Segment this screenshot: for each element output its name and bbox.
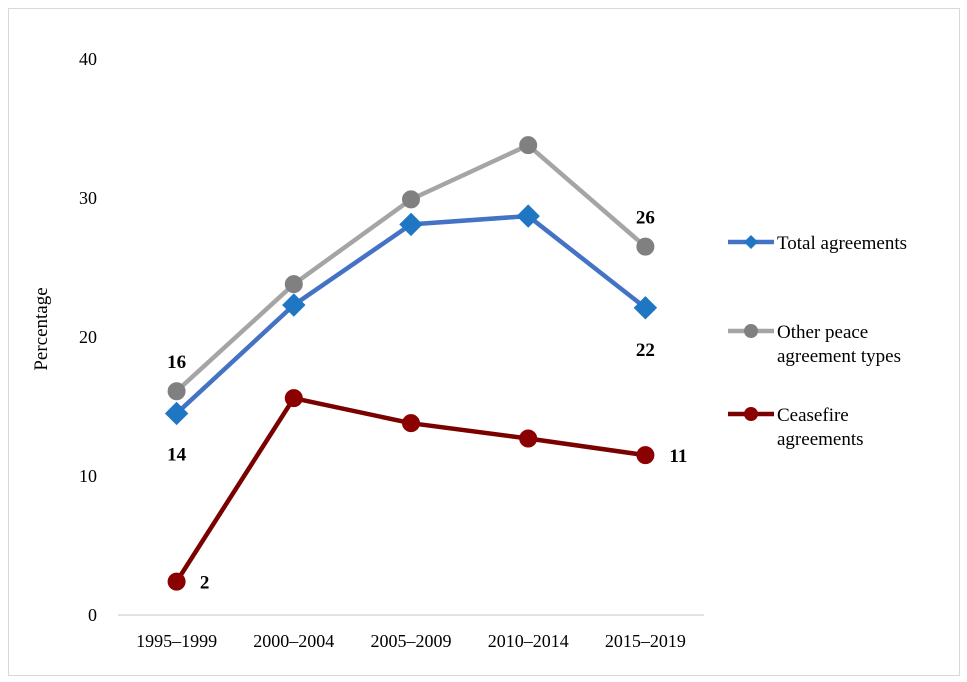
data-point-circle <box>636 237 655 256</box>
legend-label: Other peace <box>777 322 868 343</box>
data-point-diamond <box>633 296 658 320</box>
data-label: 11 <box>669 446 687 467</box>
legend: Total agreements Other peace agreement typ… <box>728 233 907 450</box>
y-tick-label: 10 <box>79 466 97 486</box>
data-label: 2 <box>200 573 210 594</box>
chart-frame: Percentage 0 10 20 30 40 1995–1999 2000–2004 2… <box>8 8 960 676</box>
series-markers <box>164 136 658 591</box>
data-point-diamond <box>399 212 423 237</box>
data-point-circle <box>402 190 420 209</box>
legend-label: agreements <box>777 429 864 450</box>
line-chart: Percentage 0 10 20 30 40 1995–1999 2000–2004 2… <box>31 49 907 651</box>
data-point-circle <box>519 136 538 155</box>
legend-marker-diamond <box>744 235 758 249</box>
series-line <box>174 213 648 416</box>
x-tick-labels: 1995–1999 2000–2004 2005–2009 2010–2014 2015… <box>136 631 686 651</box>
data-point-circle <box>636 446 655 465</box>
data-point-circle <box>167 382 186 401</box>
y-tick-label: 30 <box>79 188 97 208</box>
legend-label: Total agreements <box>777 233 907 254</box>
x-tick-label: 2010–2014 <box>488 631 569 651</box>
data-label: 14 <box>167 444 187 465</box>
data-point-circle <box>167 572 186 591</box>
data-point-diamond <box>516 204 540 228</box>
data-label: 22 <box>636 340 655 361</box>
y-tick-label: 0 <box>88 605 97 625</box>
x-tick-label: 1995–1999 <box>136 631 217 651</box>
x-tick-label: 2000–2004 <box>253 631 334 651</box>
data-point-diamond <box>164 401 189 426</box>
y-axis-label: Percentage <box>31 287 52 370</box>
data-point-circle <box>284 389 303 408</box>
data-point-circle <box>284 275 303 294</box>
legend-label: agreement types <box>777 346 901 367</box>
data-point-circle <box>402 414 420 433</box>
y-tick-label: 40 <box>79 49 97 69</box>
x-tick-label: 2005–2009 <box>371 631 452 651</box>
y-tick-labels: 0 10 20 30 40 <box>79 49 97 625</box>
data-labels: 14 22 16 26 2 11 <box>167 208 687 594</box>
data-label: 26 <box>636 208 655 229</box>
legend-marker-circle <box>744 407 758 421</box>
data-point-circle <box>519 429 538 448</box>
data-point-diamond <box>282 293 306 317</box>
data-label: 16 <box>167 352 186 373</box>
y-tick-label: 20 <box>79 327 97 347</box>
x-tick-label: 2015–2019 <box>605 631 686 651</box>
legend-label: Ceasefire <box>777 405 849 426</box>
legend-marker-circle <box>744 324 758 338</box>
series-lines <box>174 142 648 584</box>
series-line <box>174 142 648 394</box>
